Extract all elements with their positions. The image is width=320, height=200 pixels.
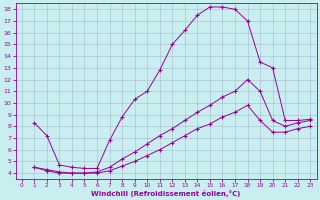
X-axis label: Windchill (Refroidissement éolien,°C): Windchill (Refroidissement éolien,°C) — [91, 190, 241, 197]
